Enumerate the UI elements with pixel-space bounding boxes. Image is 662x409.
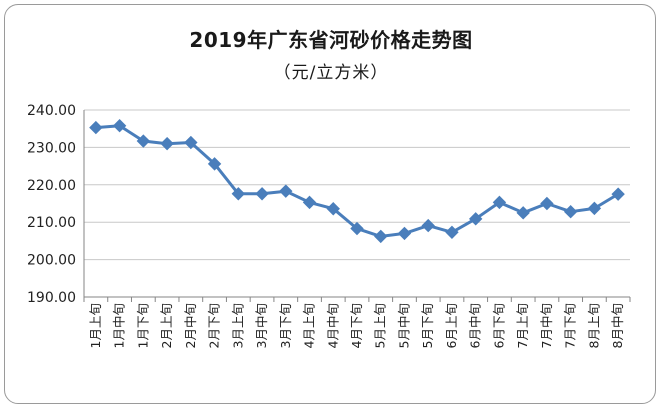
series-line <box>95 124 619 238</box>
x-tick-label: 8月上旬 <box>586 303 601 348</box>
data-point <box>279 184 293 198</box>
x-tick-label: 5月上旬 <box>373 303 388 348</box>
x-tick-label: 4月中旬 <box>325 303 340 348</box>
chart-title: 2019年广东省河砂价格走势图 <box>189 28 473 52</box>
x-tick-label: 8月中旬 <box>610 303 625 348</box>
x-tick-label: 3月下旬 <box>278 303 293 348</box>
y-tick-label: 230.00 <box>27 140 76 156</box>
y-tick-label: 190.00 <box>27 290 76 306</box>
x-tick-label: 4月下旬 <box>349 303 364 348</box>
x-tick-label: 5月中旬 <box>396 303 411 348</box>
data-point <box>563 205 578 219</box>
chart-subtitle: （元/立方米） <box>273 63 389 83</box>
data-point <box>445 225 459 240</box>
x-tick-label: 6月上旬 <box>444 303 459 348</box>
y-tick-label: 240.00 <box>27 103 76 119</box>
x-tick-label: 1月下旬 <box>135 303 150 348</box>
data-point <box>350 221 364 236</box>
y-axis-ticks: 190.00 200.00 210.00 220.00 230.00 240.00 <box>27 103 76 306</box>
y-tick-label: 200.00 <box>27 253 76 269</box>
data-point <box>184 135 198 150</box>
x-tick-label: 3月中旬 <box>254 303 269 348</box>
data-point <box>492 195 507 210</box>
data-point <box>136 134 151 148</box>
data-point <box>89 120 103 135</box>
x-tick-label: 3月上旬 <box>230 303 245 348</box>
data-point <box>207 157 222 171</box>
x-tick-label: 4月上旬 <box>302 303 317 348</box>
data-point <box>302 195 317 210</box>
data-point <box>326 202 340 216</box>
x-tick-label: 5月下旬 <box>420 303 435 348</box>
x-tick-label: 1月上旬 <box>88 303 103 348</box>
grid-layer <box>84 109 630 261</box>
data-point <box>112 119 127 133</box>
x-tick-label: 6月中旬 <box>468 303 483 348</box>
x-tick-label: 2月中旬 <box>183 303 198 348</box>
y-tick-label: 220.00 <box>27 178 76 194</box>
data-point <box>255 187 269 201</box>
data-point <box>540 196 554 211</box>
data-point <box>421 218 435 233</box>
axis-layer <box>83 110 631 302</box>
data-point <box>231 187 246 201</box>
data-point <box>374 229 388 244</box>
x-tick-label: 6月下旬 <box>491 303 506 348</box>
x-tick-label: 2月上旬 <box>159 303 174 348</box>
data-point <box>468 212 483 226</box>
y-tick-label: 210.00 <box>27 215 76 231</box>
x-tick-label: 7月上旬 <box>515 303 530 348</box>
x-tick-label: 7月中旬 <box>539 303 554 348</box>
x-tick-label: 7月下旬 <box>563 303 578 348</box>
data-point <box>587 201 602 216</box>
series-layer <box>89 119 625 244</box>
data-point <box>397 226 412 241</box>
data-point <box>516 206 530 220</box>
x-axis-ticks: 1月上旬 1月中旬 1月下旬 2月上旬 2月中旬 2月下旬 3月上旬 3月中旬 3月下旬 4月上旬… <box>88 303 625 348</box>
data-point <box>160 136 174 151</box>
data-point <box>611 187 625 201</box>
x-tick-label: 1月中旬 <box>112 303 127 348</box>
x-tick-label: 2月下旬 <box>207 303 222 348</box>
